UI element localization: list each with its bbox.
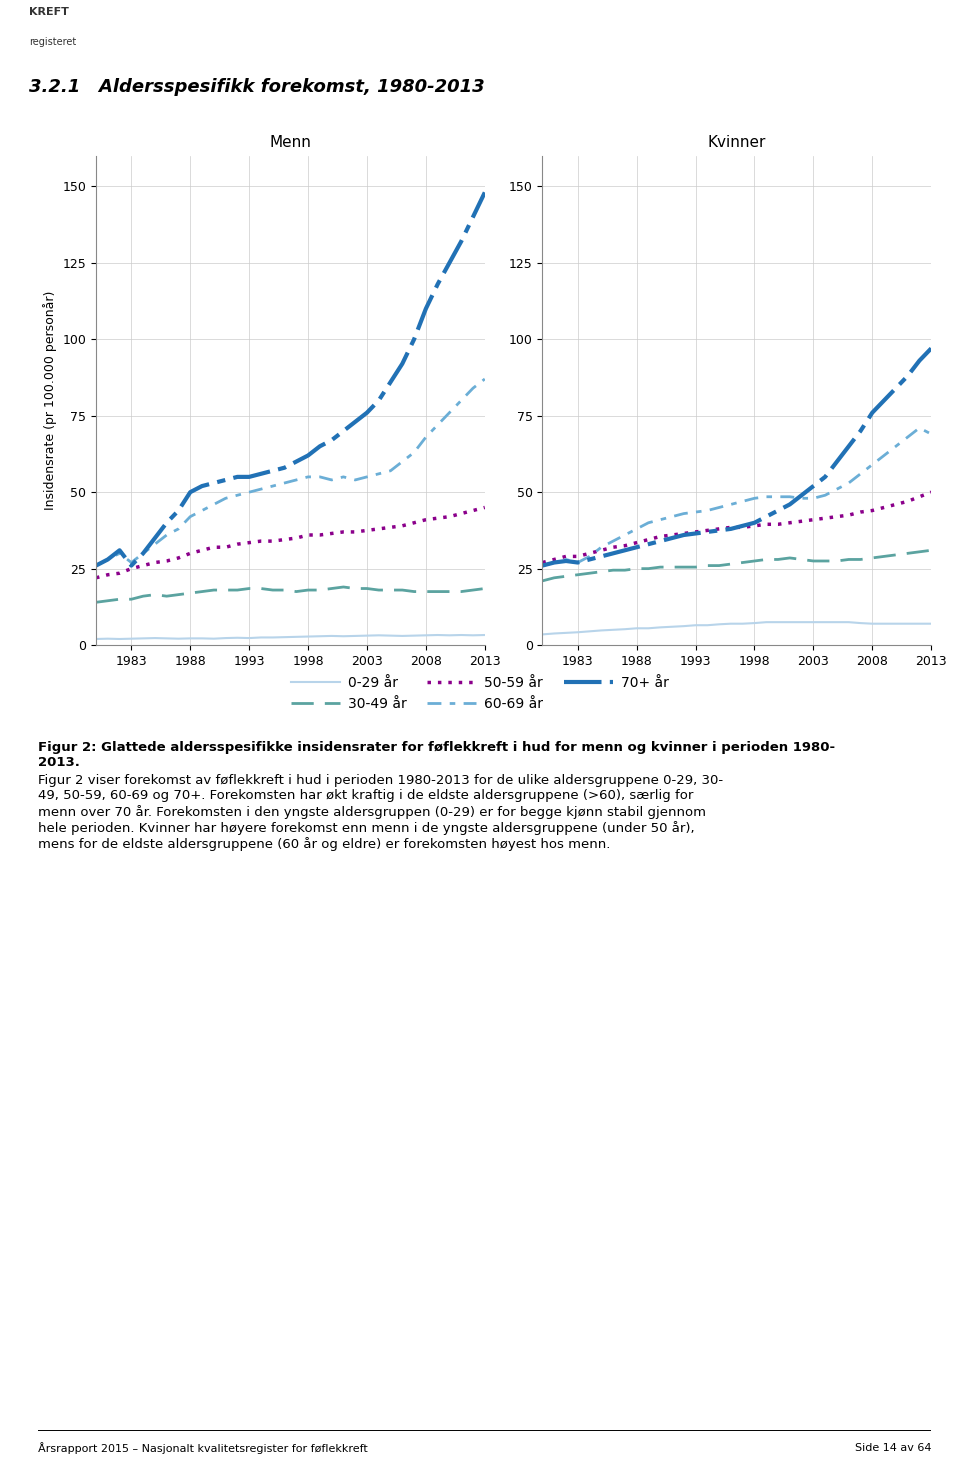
Text: registeret: registeret: [29, 37, 76, 47]
Legend: 0-29 år, 30-49 år, 50-59 år, 60-69 år, 70+ år: 0-29 år, 30-49 år, 50-59 år, 60-69 år, 7…: [285, 670, 675, 716]
Text: KREFT: KREFT: [29, 7, 69, 18]
Y-axis label: Insidensrate (pr 100.000 personår): Insidensrate (pr 100.000 personår): [43, 291, 57, 510]
Text: Årsrapport 2015 – Nasjonalt kvalitetsregister for føflekkreft: Årsrapport 2015 – Nasjonalt kvalitetsreg…: [38, 1443, 368, 1455]
Text: Figur 2 viser forekomst av føflekkreft i hud i perioden 1980-2013 for de ulike a: Figur 2 viser forekomst av føflekkreft i…: [38, 774, 724, 851]
Title: Kvinner: Kvinner: [708, 135, 766, 150]
Text: Side 14 av 64: Side 14 av 64: [854, 1443, 931, 1453]
Text: Figur 2: Glattede aldersspesifikke insidensrater for føflekkreft i hud for menn : Figur 2: Glattede aldersspesifikke insid…: [38, 742, 835, 770]
Text: 3.2.1   Aldersspesifikk forekomst, 1980-2013: 3.2.1 Aldersspesifikk forekomst, 1980-20…: [29, 79, 485, 96]
Title: Menn: Menn: [270, 135, 311, 150]
